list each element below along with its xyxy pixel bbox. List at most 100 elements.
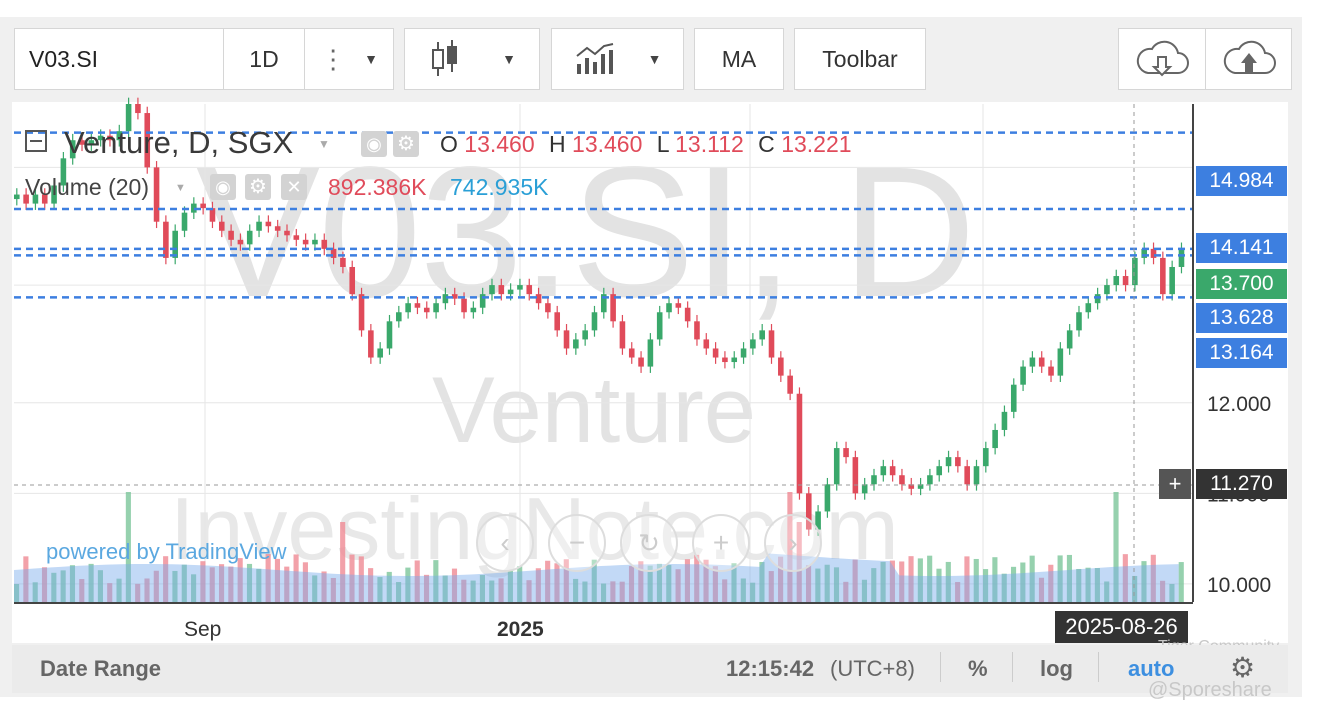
more-vertical-icon: ⋮ xyxy=(320,43,347,74)
date-range-button[interactable]: Date Range xyxy=(40,656,162,681)
candle-body xyxy=(545,303,551,313)
volume-bar xyxy=(927,555,933,602)
crosshair-add-button[interactable]: + xyxy=(1159,469,1191,499)
price-tag-3: 13.700 xyxy=(1196,269,1287,299)
volume-bar xyxy=(1132,575,1138,602)
volume-bar xyxy=(41,567,48,602)
powered-by-link[interactable]: powered by TradingView xyxy=(46,539,287,564)
candle-body xyxy=(563,330,570,349)
candle-body xyxy=(1160,257,1166,295)
volume-bar xyxy=(778,556,784,602)
volume-bar xyxy=(144,578,150,602)
candle-body xyxy=(843,448,849,458)
chart-type-button[interactable]: ▼ xyxy=(404,28,540,90)
timezone-button[interactable]: (UTC+8) xyxy=(830,656,915,681)
volume-bar xyxy=(601,583,607,602)
volume-bar xyxy=(1010,566,1017,602)
chevron-down-icon[interactable]: ▼ xyxy=(318,137,330,151)
legend-collapse-button[interactable] xyxy=(25,130,47,152)
volume-bar xyxy=(833,567,840,602)
candle-body xyxy=(368,330,374,358)
x-tick-label: Sep xyxy=(184,618,221,641)
candle-body xyxy=(936,466,943,476)
volume-bar xyxy=(1001,573,1007,602)
volume-bar xyxy=(312,575,318,602)
indicators-button[interactable]: ▼ xyxy=(551,28,684,90)
candle-body xyxy=(163,221,169,258)
volume-bar xyxy=(684,559,690,602)
candle-body xyxy=(535,294,542,304)
load-chart-button[interactable] xyxy=(1118,28,1206,90)
volume-bar xyxy=(507,570,513,602)
volume-ma-value: 742.935K xyxy=(450,174,549,200)
volume-bar xyxy=(330,577,336,602)
candle-body xyxy=(191,203,197,213)
volume-bar xyxy=(582,581,588,602)
candle-body xyxy=(386,321,393,349)
candle-body xyxy=(1001,411,1008,430)
toolbar-button[interactable]: Toolbar xyxy=(794,28,926,90)
save-chart-button[interactable] xyxy=(1205,28,1292,90)
candle-body xyxy=(740,348,747,358)
candle-body xyxy=(796,393,803,494)
candle-body xyxy=(573,339,579,349)
volume-bar xyxy=(647,565,653,602)
candle-body xyxy=(992,429,998,449)
volume-bar xyxy=(489,580,495,602)
volume-bar xyxy=(1094,568,1100,602)
zoom-out-button[interactable]: − xyxy=(548,514,606,572)
volume-bar xyxy=(731,563,737,602)
eye-icon[interactable]: ◉ xyxy=(210,174,236,200)
series-title: Venture, D, SGX xyxy=(64,125,294,160)
close-icon[interactable]: ✕ xyxy=(281,174,307,200)
candle-body xyxy=(852,457,859,494)
candle-body xyxy=(1169,266,1175,295)
volume-bar xyxy=(1150,554,1156,602)
log-button[interactable]: log xyxy=(1040,656,1073,681)
volume-bar xyxy=(97,570,103,602)
settings-gear-icon[interactable]: ⚙ xyxy=(1230,652,1256,683)
candle-body xyxy=(750,339,756,349)
volume-bar xyxy=(964,556,970,602)
volume-bar xyxy=(722,579,728,602)
volume-bar xyxy=(1178,562,1184,602)
divider xyxy=(1098,652,1099,682)
ma-button[interactable]: MA xyxy=(694,28,784,90)
divider xyxy=(940,652,941,682)
gear-icon[interactable]: ⚙ xyxy=(245,174,271,200)
volume-bar xyxy=(423,574,430,602)
close-label: C xyxy=(758,131,775,157)
scroll-right-button[interactable]: › xyxy=(764,514,822,572)
symbol-label: V03.SI xyxy=(29,45,99,72)
eye-icon[interactable]: ◉ xyxy=(361,131,387,157)
candle-body xyxy=(899,475,905,485)
volume-bar xyxy=(116,578,122,602)
zoom-in-button[interactable]: + xyxy=(692,514,750,572)
volume-bar xyxy=(945,561,951,602)
volume-bar xyxy=(880,561,886,602)
volume-bar xyxy=(610,581,616,602)
gear-icon[interactable]: ⚙ xyxy=(393,131,419,157)
volume-bar xyxy=(824,564,830,602)
candle-body xyxy=(489,285,495,295)
candle-body xyxy=(414,303,421,308)
volume-bar xyxy=(1020,562,1026,602)
volume-bar xyxy=(368,568,374,602)
interval-menu[interactable]: ⋮ ▼ xyxy=(304,28,394,90)
candle-body xyxy=(973,466,980,485)
volume-bar xyxy=(759,561,765,602)
reset-button[interactable]: ↻ xyxy=(620,514,678,572)
candle-body xyxy=(582,330,588,340)
volume-bar xyxy=(1057,555,1063,602)
scroll-left-button[interactable]: ‹ xyxy=(476,514,534,572)
symbol-button[interactable]: V03.SI xyxy=(14,28,224,90)
candle-body xyxy=(1048,366,1054,376)
chevron-down-icon[interactable]: ▼ xyxy=(175,182,186,194)
candle-body xyxy=(330,248,337,258)
volume-bar xyxy=(1160,580,1166,602)
high-value: 13.460 xyxy=(572,131,643,157)
auto-button[interactable]: auto xyxy=(1128,656,1175,681)
percent-button[interactable]: % xyxy=(968,656,988,681)
volume-bar xyxy=(461,579,467,602)
